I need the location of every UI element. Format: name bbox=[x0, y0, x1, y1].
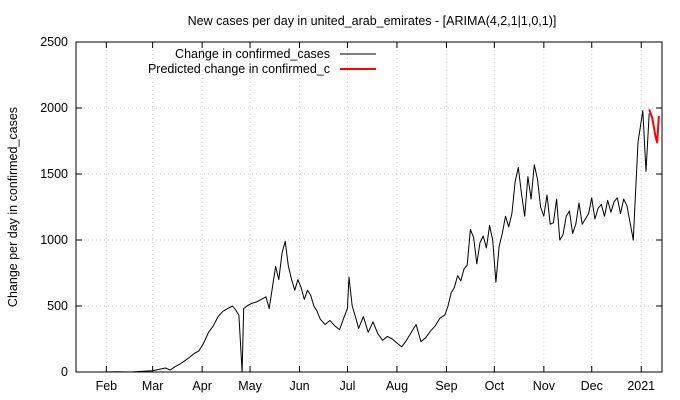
grid-lines bbox=[76, 42, 662, 372]
y-tick-label: 2500 bbox=[40, 35, 68, 49]
x-tick-label: May bbox=[238, 379, 262, 393]
y-tick-label: 1500 bbox=[40, 167, 68, 181]
x-tick-label: Mar bbox=[142, 379, 164, 393]
x-tick-label: Nov bbox=[533, 379, 556, 393]
x-tick-label: 2021 bbox=[627, 379, 655, 393]
x-tick-label: Aug bbox=[386, 379, 408, 393]
x-tick-label: Jul bbox=[339, 379, 355, 393]
x-tick-label: Oct bbox=[485, 379, 505, 393]
x-tick-label: Dec bbox=[581, 379, 603, 393]
series-layer bbox=[101, 108, 660, 373]
series-line-observed bbox=[101, 110, 650, 373]
x-tick-label: Apr bbox=[192, 379, 211, 393]
legend: Change in confirmed_cases Predicted chan… bbox=[148, 47, 376, 76]
y-tick-label: 0 bbox=[61, 365, 68, 379]
x-tick-label: Sep bbox=[435, 379, 457, 393]
y-tick-label: 1000 bbox=[40, 233, 68, 247]
axis-ticks: 0 500 1000 1500 2000 2500 Feb Mar Apr May Jun Jul Au… bbox=[40, 35, 662, 393]
legend-label-observed: Change in confirmed_cases bbox=[175, 47, 330, 61]
x-tick-label: Jun bbox=[289, 379, 309, 393]
series-line-predicted bbox=[648, 108, 660, 144]
legend-label-predicted: Predicted change in confirmed_c bbox=[148, 62, 330, 76]
plot-frame bbox=[75, 41, 663, 373]
y-axis-label: Change per day in confirmed_cases bbox=[6, 107, 20, 307]
y-tick-label: 2000 bbox=[40, 101, 68, 115]
y-tick-label: 500 bbox=[47, 299, 68, 313]
x-tick-label: Feb bbox=[96, 379, 118, 393]
chart-title: New cases per day in united_arab_emirate… bbox=[188, 14, 557, 28]
